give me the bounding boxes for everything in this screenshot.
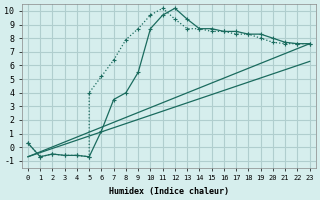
X-axis label: Humidex (Indice chaleur): Humidex (Indice chaleur) — [109, 187, 229, 196]
